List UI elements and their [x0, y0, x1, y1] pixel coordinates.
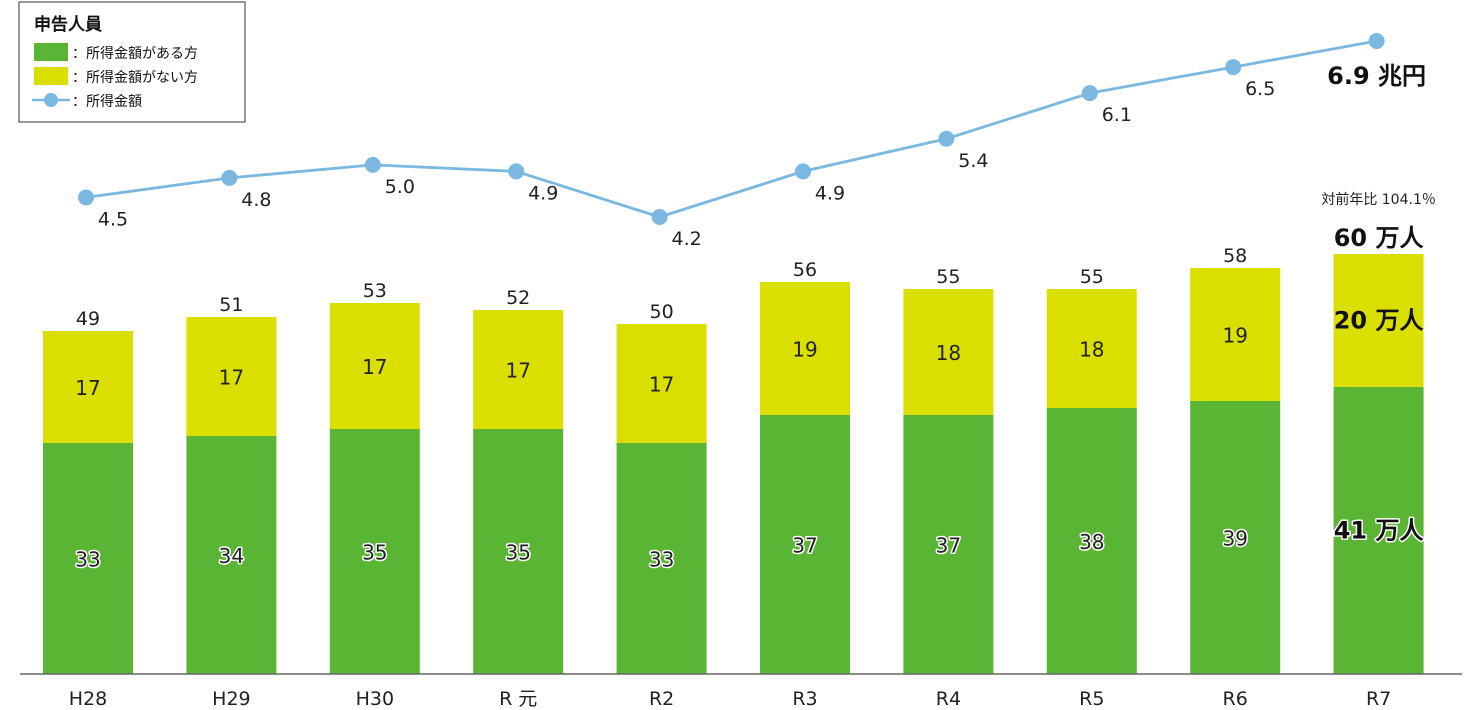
bar-yellow-label: 18 [936, 341, 961, 365]
x-tick-label: R7 [1366, 688, 1391, 710]
line-point-label: 4.9 [815, 182, 845, 204]
legend-title: 申告人員 [34, 14, 102, 35]
line-point [221, 169, 238, 186]
line-point [364, 156, 381, 173]
bar-yellow-R3 [760, 282, 850, 415]
bar-green-label: 41 万人 [1334, 517, 1424, 545]
x-tick-label: H30 [356, 688, 394, 710]
x-tick-label: R 元 [499, 688, 537, 710]
bar-yellow-R7 [1333, 254, 1424, 387]
line-point [1368, 33, 1385, 49]
bar-yellow-label: 17 [505, 359, 530, 383]
bar-total-label: 60 万人 [1334, 224, 1424, 252]
bar-yellow-R6 [1190, 268, 1281, 401]
x-tick-label: R6 [1223, 688, 1248, 710]
bar-yellow-R5 [1046, 289, 1137, 408]
bar-green-R2 [616, 443, 707, 674]
bar-total-label: 51 [219, 294, 243, 316]
bars-layer: 33 17 49 34 17 51 35 17 53 35 17 52 33 17 50 37 19 56 37 18… [43, 191, 1436, 674]
bar-green-H29 [186, 436, 277, 674]
bar-yellow-label: 17 [219, 366, 244, 390]
bar-yellow-label: 19 [792, 338, 817, 362]
legend: 申告人員 ：所得金額がある方 ：所得金額がない方 ：所得金額 [18, 1, 246, 123]
bar-yellow-label: 20 万人 [1334, 307, 1424, 335]
bar-green-label: 39 [1222, 527, 1247, 551]
x-tick-label: R4 [936, 688, 961, 710]
bar-yellow-R4 [903, 289, 994, 415]
line-point-label: 6.5 [1245, 78, 1275, 100]
line-series-layer: 4.5 4.8 5.0 4.9 4.2 4.9 5.4 6.1 6.5 6.9 兆円 [78, 33, 1426, 252]
bar-green-label: 37 [936, 534, 961, 558]
line-point [1225, 59, 1242, 76]
bar-green-R7 [1333, 387, 1424, 674]
legend-line-marker [44, 93, 58, 107]
bar-yellow-label: 19 [1222, 324, 1247, 348]
line-point [508, 163, 525, 180]
x-tick-label: R2 [649, 688, 674, 710]
bar-green-label: 33 [649, 548, 674, 572]
bar-green-label: 35 [505, 541, 530, 565]
legend-swatch-yellow [34, 67, 68, 85]
bar-total-label: 52 [506, 287, 530, 309]
line-point [651, 209, 668, 225]
bar-yellow-H29 [186, 317, 277, 436]
x-tick-label: R3 [792, 688, 817, 710]
legend-label-line: ：所得金額 [72, 93, 142, 110]
legend-label-green: ：所得金額がある方 [72, 45, 198, 62]
line-point-label: 5.0 [385, 176, 415, 198]
legend-label-yellow: ：所得金額がない方 [72, 69, 198, 86]
legend-swatch-green [34, 43, 68, 61]
bar-total-label: 58 [1223, 245, 1247, 267]
x-tick-label: R5 [1079, 688, 1104, 710]
bar-yellow-label: 17 [649, 373, 674, 397]
line-point [795, 163, 811, 180]
bar-green-R4 [903, 415, 994, 674]
yoy-label: 対前年比 104.1％ [1321, 191, 1436, 208]
bar-total-label: 55 [936, 266, 960, 288]
bar-green-label: 34 [219, 544, 244, 568]
line-point [78, 189, 94, 206]
bar-green-label: 38 [1079, 530, 1104, 554]
bar-green-R6 [1190, 401, 1281, 674]
line-point-label: 4.2 [671, 228, 701, 250]
bar-yellow-H28 [43, 331, 133, 443]
bar-green-R元 [473, 429, 564, 674]
line-point [1081, 85, 1098, 102]
line-series-path [85, 39, 1377, 219]
bar-yellow-H30 [329, 303, 420, 429]
line-point [938, 130, 955, 147]
bar-yellow-R元 [473, 310, 564, 429]
bar-yellow-label: 17 [75, 376, 100, 400]
line-point-label: 6.9 兆円 [1327, 62, 1426, 90]
line-point-label: 4.5 [98, 208, 128, 230]
bar-total-label: 53 [363, 280, 387, 302]
bar-green-H28 [43, 443, 133, 674]
bar-yellow-R2 [616, 324, 707, 443]
bar-yellow-label: 18 [1079, 338, 1104, 362]
x-tick-label: H28 [69, 688, 107, 710]
line-point-label: 5.4 [958, 150, 988, 172]
bar-total-label: 56 [793, 259, 817, 281]
bar-green-H30 [329, 429, 420, 674]
bar-yellow-label: 17 [362, 355, 387, 379]
bar-green-label: 35 [362, 541, 387, 565]
bar-green-R5 [1046, 408, 1137, 674]
x-axis-labels: H28 H29 H30 R 元 R2 R3 R4 R5 R6 R7 [69, 688, 1391, 710]
bar-total-label: 50 [650, 301, 674, 323]
bar-green-label: 33 [75, 548, 100, 572]
bar-green-R3 [760, 415, 850, 674]
line-point-label: 4.9 [528, 182, 558, 204]
line-point-label: 4.8 [241, 189, 271, 211]
bar-total-label: 49 [76, 308, 100, 330]
bar-total-label: 55 [1080, 266, 1104, 288]
line-point-label: 6.1 [1102, 104, 1132, 126]
x-tick-label: H29 [212, 688, 250, 710]
bar-green-label: 37 [792, 534, 817, 558]
